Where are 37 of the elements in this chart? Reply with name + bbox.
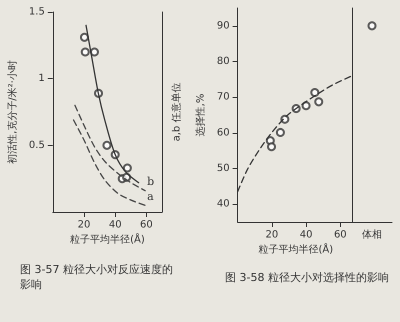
- point: [276, 128, 285, 137]
- text: 图 3-57 粒径大小对反应速度的影响: [20, 262, 174, 292]
- series-label: b: [147, 175, 154, 188]
- point: [314, 97, 324, 106]
- x-tick-label: 60: [334, 230, 347, 240]
- point: [80, 48, 90, 56]
- y-axis-title: 初活性,克分子/米²·小时: [6, 60, 18, 164]
- line-series: [74, 104, 146, 192]
- point: [267, 142, 276, 152]
- y-tick-label: 1.5: [28, 6, 45, 18]
- y-tick-label: 0.5: [28, 140, 45, 151]
- line-series: [72, 119, 146, 206]
- text: 图 3-58 粒径大小对选择性的影响: [225, 270, 390, 285]
- y-tick-label: 50: [216, 163, 230, 174]
- y-tick-label: 90: [216, 20, 230, 32]
- x-tick-label: 40: [300, 230, 312, 240]
- y-tick-label: 80: [216, 56, 230, 67]
- point: [310, 88, 320, 98]
- y2-axis-title: a,b 任意单位: [170, 82, 182, 142]
- x-axis-title: 粒子平均半径(Å): [70, 232, 145, 246]
- series-label: a: [147, 190, 154, 203]
- y-tick-label: 70: [216, 92, 230, 103]
- x-tick-label: 60: [140, 220, 153, 230]
- y-axis-title: 选择性,%: [194, 94, 206, 136]
- point: [102, 140, 112, 150]
- x-tick-label: 20: [78, 220, 90, 230]
- x-tick-label: 体相: [362, 228, 382, 240]
- x-tick-label: 40: [108, 220, 122, 230]
- x-axis-title: 粒子平均半径(Å): [258, 242, 334, 256]
- point: [90, 48, 99, 56]
- y-tick-label: 40: [216, 198, 230, 210]
- y-tick-label: 1: [38, 73, 45, 84]
- x-tick-label: 20: [265, 230, 278, 240]
- y-tick-label: 60: [216, 127, 230, 138]
- point: [122, 164, 132, 172]
- point: [80, 32, 89, 42]
- point: [302, 101, 311, 110]
